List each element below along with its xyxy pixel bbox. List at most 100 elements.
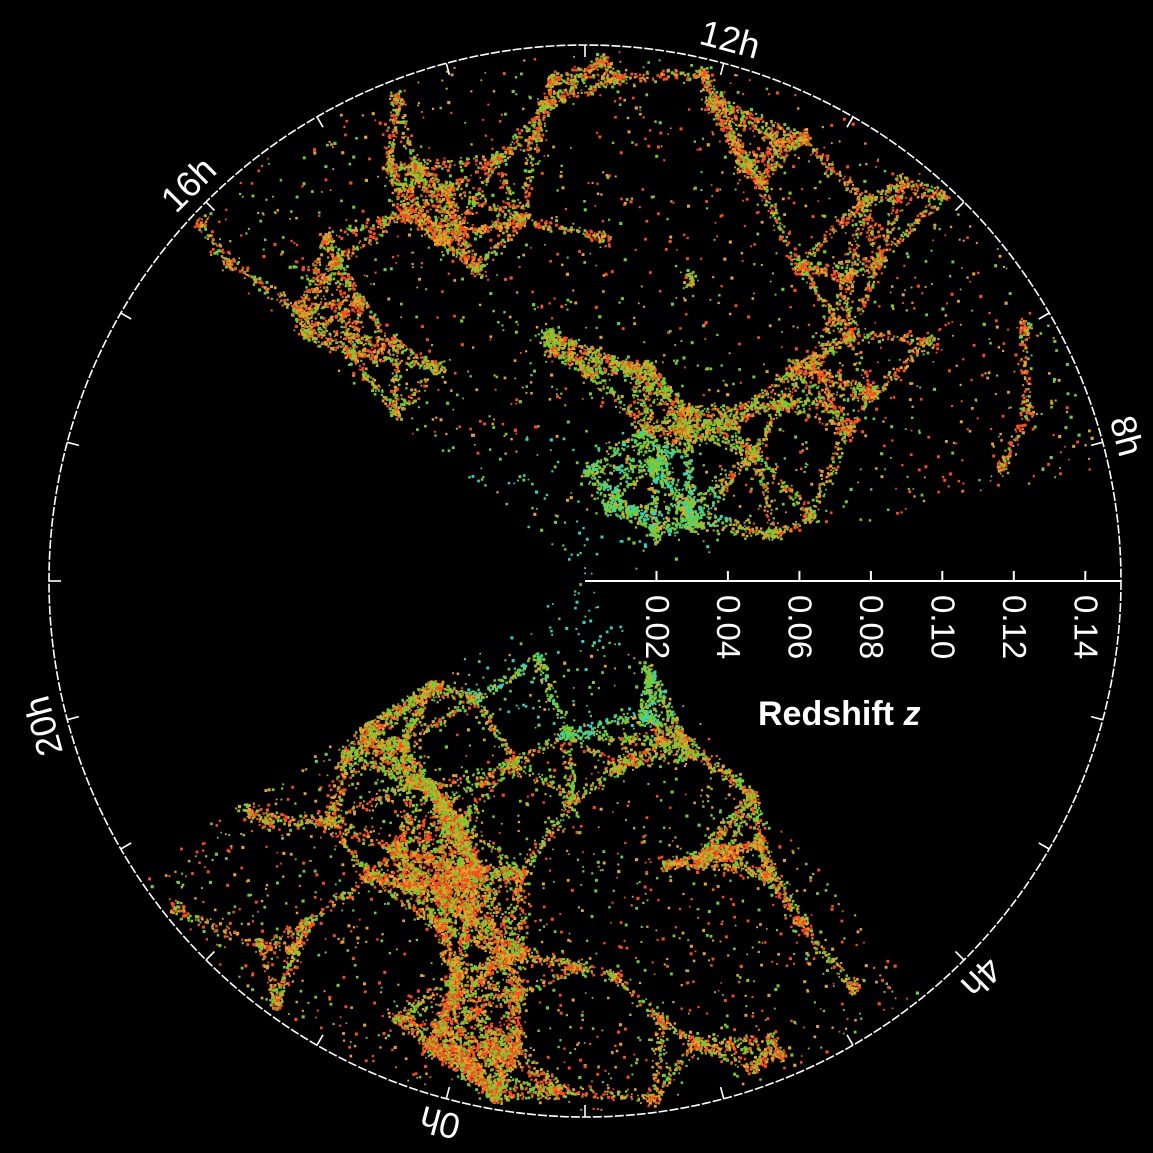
- galaxy-point: [514, 206, 517, 209]
- galaxy-point: [516, 128, 519, 131]
- galaxy-point: [386, 177, 388, 179]
- galaxy-point: [389, 354, 391, 356]
- galaxy-point: [462, 233, 464, 235]
- galaxy-point: [392, 409, 395, 412]
- galaxy-point: [825, 402, 827, 404]
- galaxy-point: [370, 376, 372, 378]
- galaxy-point: [931, 186, 933, 188]
- galaxy-point: [396, 174, 398, 176]
- galaxy-point: [843, 398, 846, 401]
- galaxy-point: [510, 238, 513, 241]
- galaxy-point: [366, 222, 369, 225]
- galaxy-point: [877, 397, 880, 400]
- galaxy-point: [512, 192, 515, 195]
- galaxy-point: [351, 358, 354, 361]
- galaxy-point: [398, 169, 400, 171]
- galaxy-point: [471, 260, 473, 262]
- galaxy-point: [863, 377, 865, 379]
- galaxy-point: [819, 242, 821, 244]
- galaxy-point: [917, 215, 920, 218]
- galaxy-point: [451, 231, 453, 233]
- galaxy-point: [920, 183, 923, 186]
- galaxy-point: [1026, 380, 1028, 382]
- galaxy-point: [321, 276, 324, 279]
- galaxy-point: [338, 341, 340, 343]
- galaxy-point: [414, 360, 417, 363]
- galaxy-point: [869, 239, 872, 242]
- galaxy-point: [449, 217, 451, 219]
- galaxy-point: [374, 356, 377, 359]
- galaxy-point: [899, 359, 901, 361]
- galaxy-point: [604, 86, 607, 89]
- galaxy-point: [877, 190, 880, 193]
- galaxy-point: [890, 376, 893, 379]
- galaxy-point: [507, 219, 509, 221]
- galaxy-point: [507, 202, 510, 205]
- galaxy-point: [857, 342, 860, 345]
- galaxy-point: [835, 375, 837, 377]
- galaxy-point: [315, 332, 317, 334]
- galaxy-point: [887, 195, 889, 197]
- galaxy-point: [300, 309, 303, 312]
- galaxy-point: [319, 264, 321, 266]
- galaxy-point: [512, 226, 514, 228]
- galaxy-point: [850, 387, 852, 389]
- galaxy-point: [571, 231, 573, 233]
- galaxy-point: [852, 206, 855, 209]
- galaxy-point: [305, 297, 308, 300]
- galaxy-point: [473, 158, 475, 160]
- galaxy-point: [438, 162, 440, 164]
- galaxy-point: [854, 391, 857, 394]
- galaxy-point: [595, 83, 597, 85]
- galaxy-point: [320, 301, 322, 303]
- galaxy-point: [422, 360, 425, 363]
- galaxy-point: [783, 531, 786, 534]
- galaxy-point: [342, 296, 344, 298]
- galaxy-point: [852, 234, 855, 237]
- galaxy-point: [337, 312, 340, 315]
- galaxy-point: [231, 263, 233, 265]
- galaxy-point: [390, 390, 393, 393]
- galaxy-point: [899, 238, 901, 240]
- galaxy-point: [805, 370, 807, 372]
- galaxy-point: [336, 303, 338, 305]
- galaxy-point: [825, 235, 827, 237]
- galaxy-point: [782, 393, 784, 395]
- galaxy-point: [392, 372, 394, 374]
- galaxy-point: [828, 343, 831, 346]
- galaxy-point: [526, 199, 528, 201]
- galaxy-point: [459, 161, 462, 164]
- galaxy-point: [469, 196, 472, 199]
- galaxy-point: [677, 450, 679, 452]
- galaxy-point: [636, 75, 638, 77]
- galaxy-point: [858, 419, 861, 422]
- galaxy-point: [590, 88, 592, 90]
- galaxy-point: [307, 269, 310, 272]
- galaxy-point: [339, 290, 342, 293]
- galaxy-point: [485, 228, 487, 230]
- galaxy-point: [744, 406, 747, 409]
- galaxy-point: [917, 187, 919, 189]
- galaxy-point: [485, 167, 487, 169]
- galaxy-point: [363, 363, 366, 366]
- galaxy-point: [928, 198, 930, 200]
- galaxy-point: [318, 313, 320, 315]
- galaxy-point: [521, 215, 524, 218]
- galaxy-point: [338, 345, 340, 347]
- galaxy-point: [333, 268, 335, 270]
- galaxy-point: [335, 341, 338, 344]
- galaxy-point: [527, 216, 530, 219]
- galaxy-point: [324, 236, 326, 238]
- galaxy-point: [802, 404, 805, 407]
- galaxy-point: [934, 187, 936, 189]
- galaxy-point: [271, 298, 273, 300]
- galaxy-point: [843, 394, 845, 396]
- galaxy-point: [454, 164, 456, 166]
- galaxy-point: [847, 264, 849, 266]
- galaxy-point: [382, 360, 384, 362]
- galaxy-point: [748, 401, 750, 403]
- galaxy-point: [617, 79, 619, 81]
- galaxy-point: [423, 365, 425, 367]
- galaxy-point: [853, 213, 856, 216]
